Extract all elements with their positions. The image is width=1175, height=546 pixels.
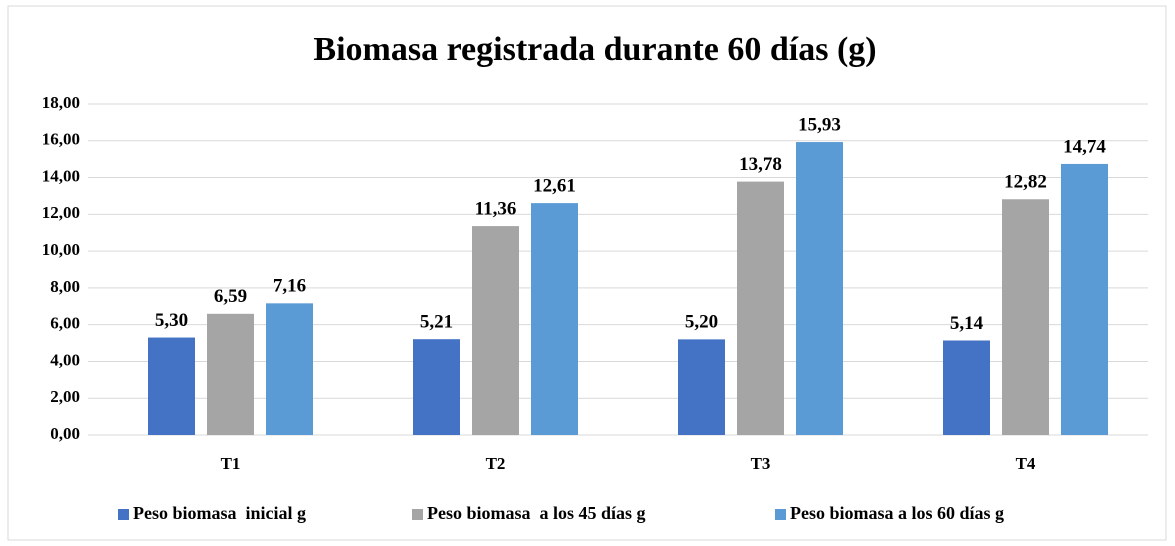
bar [207, 313, 254, 435]
y-tick-label: 18,00 [42, 93, 80, 112]
x-tick-label: T2 [486, 454, 506, 473]
bar [472, 226, 519, 435]
bar [796, 142, 843, 435]
value-label: 12,61 [533, 175, 576, 196]
value-label: 5,20 [685, 312, 718, 333]
bar [148, 337, 195, 435]
y-tick-label: 10,00 [42, 240, 80, 259]
value-label: 12,82 [1004, 172, 1047, 193]
bar [737, 181, 784, 435]
value-label: 15,93 [798, 114, 841, 135]
x-tick-label: T3 [751, 454, 771, 473]
legend-swatch [412, 509, 423, 520]
legend-swatch [775, 509, 786, 520]
y-tick-label: 16,00 [42, 130, 80, 149]
x-tick-label: T4 [1016, 454, 1036, 473]
y-tick-label: 0,00 [50, 424, 80, 443]
value-label: 11,36 [475, 198, 517, 219]
legend-swatch [118, 509, 129, 520]
value-label: 6,59 [214, 286, 247, 307]
chart-title: Biomasa registrada durante 60 días (g) [313, 31, 876, 68]
y-tick-label: 4,00 [50, 350, 80, 369]
value-label: 13,78 [739, 154, 782, 175]
y-tick-label: 12,00 [42, 203, 80, 222]
y-tick-label: 8,00 [50, 277, 80, 296]
legend-label: Peso biomasa a los 45 días g [427, 503, 646, 523]
bar [1061, 163, 1108, 435]
value-label: 14,74 [1063, 136, 1106, 157]
bar [413, 339, 460, 435]
value-label: 5,21 [420, 312, 453, 333]
bar [531, 203, 578, 435]
x-tick-label: T1 [221, 454, 241, 473]
bar [1002, 199, 1049, 435]
bar [266, 303, 313, 435]
legend-label: Peso biomasa inicial g [133, 503, 306, 523]
legend-label: Peso biomasa a los 60 días g [790, 503, 1004, 523]
y-tick-label: 6,00 [50, 314, 80, 333]
chart-frame [7, 5, 1167, 541]
bar [943, 340, 990, 435]
value-label: 5,14 [950, 313, 984, 334]
value-label: 7,16 [273, 276, 306, 297]
bar [678, 339, 725, 435]
y-tick-label: 2,00 [50, 387, 80, 406]
y-tick-label: 14,00 [42, 166, 80, 185]
value-label: 5,30 [155, 310, 188, 331]
